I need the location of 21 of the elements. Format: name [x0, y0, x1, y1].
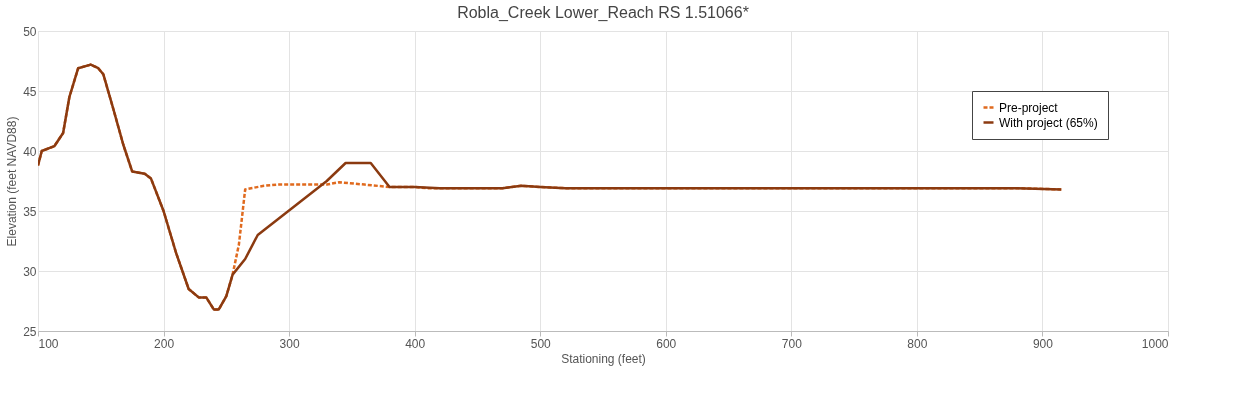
legend-label: Pre-project [999, 100, 1059, 115]
x-tick-label: 900 [1032, 336, 1054, 351]
y-axis-title: Elevation (feet NAVD88) [5, 116, 20, 247]
y-tick-label: 25 [23, 324, 37, 339]
y-tick-label: 30 [23, 264, 37, 279]
x-tick-label: 600 [656, 336, 677, 351]
y-tick-label: 45 [23, 84, 37, 99]
x-tick-label: 300 [279, 336, 300, 351]
x-tick-label: 200 [154, 336, 175, 351]
x-tick-label: 500 [530, 336, 552, 351]
x-tick-label: 700 [781, 336, 803, 351]
y-tick-label: 35 [23, 204, 37, 219]
legend-label: With project (65%) [999, 115, 1098, 130]
y-tick-label: 50 [23, 24, 37, 39]
chart-title: Robla_Creek Lower_Reach RS 1.51066* [457, 4, 749, 22]
x-tick-label: 800 [907, 336, 928, 351]
x-axis-title: Stationing (feet) [561, 351, 646, 366]
x-tick-label: 400 [405, 336, 426, 351]
x-tick-label: 100 [38, 336, 59, 351]
x-tick-label: 1000 [1141, 336, 1169, 351]
y-tick-label: 40 [23, 144, 37, 159]
